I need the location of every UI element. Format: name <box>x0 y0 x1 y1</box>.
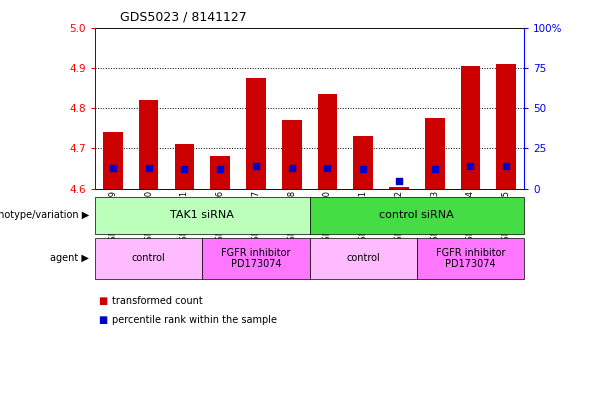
Point <box>143 165 153 171</box>
Text: genotype/variation ▶: genotype/variation ▶ <box>0 210 89 220</box>
Point <box>287 165 297 171</box>
Point <box>322 165 332 171</box>
Bar <box>103 132 123 189</box>
Bar <box>210 156 230 189</box>
Text: control: control <box>346 253 380 263</box>
Bar <box>282 120 302 189</box>
Text: control: control <box>132 253 166 263</box>
Bar <box>318 94 337 189</box>
Text: ■: ■ <box>98 296 107 306</box>
Bar <box>389 187 409 189</box>
Text: percentile rank within the sample: percentile rank within the sample <box>112 314 276 325</box>
Bar <box>246 78 266 189</box>
Point <box>430 166 440 173</box>
Text: TAK1 siRNA: TAK1 siRNA <box>170 210 234 220</box>
Text: FGFR inhibitor
PD173074: FGFR inhibitor PD173074 <box>221 248 291 269</box>
Point <box>108 165 118 171</box>
Point <box>394 177 404 184</box>
Bar <box>425 118 444 189</box>
Point <box>251 163 261 169</box>
Point <box>466 163 476 169</box>
Text: transformed count: transformed count <box>112 296 202 306</box>
Text: ■: ■ <box>98 314 107 325</box>
Bar <box>353 136 373 189</box>
Bar <box>139 100 159 189</box>
Text: control siRNA: control siRNA <box>379 210 454 220</box>
Text: FGFR inhibitor
PD173074: FGFR inhibitor PD173074 <box>436 248 505 269</box>
Text: GDS5023 / 8141127: GDS5023 / 8141127 <box>120 11 246 24</box>
Bar <box>175 144 194 189</box>
Point <box>215 166 225 173</box>
Bar <box>497 64 516 189</box>
Bar <box>460 66 481 189</box>
Point <box>180 166 189 173</box>
Point <box>501 163 511 169</box>
Text: agent ▶: agent ▶ <box>50 253 89 263</box>
Point <box>358 166 368 173</box>
